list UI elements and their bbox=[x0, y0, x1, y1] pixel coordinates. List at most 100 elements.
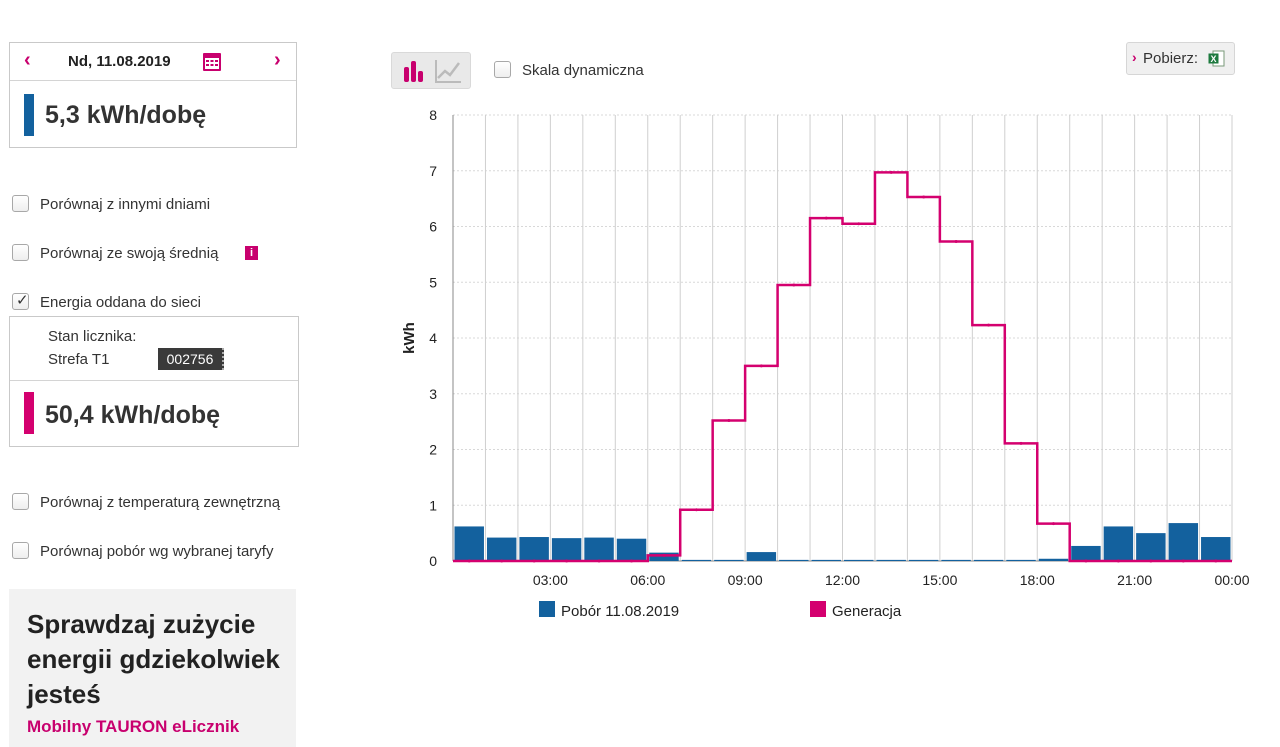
consumption-bar bbox=[1006, 559, 1036, 561]
energy-returned-checkbox[interactable]: ✓ bbox=[12, 292, 29, 310]
meter-zone: Strefa T1 bbox=[48, 351, 110, 368]
compare-days-checkbox[interactable] bbox=[12, 195, 29, 212]
svg-text:X: X bbox=[1210, 54, 1216, 64]
generation-point bbox=[954, 240, 958, 244]
consumption-bar bbox=[973, 559, 1004, 561]
generation-point bbox=[759, 364, 763, 368]
generation-point bbox=[824, 216, 828, 220]
generation-point bbox=[889, 170, 893, 174]
compare-average-label[interactable]: Porównaj ze swoją średnią bbox=[40, 245, 219, 262]
generation-series bbox=[453, 170, 1232, 563]
meter-title: Stan licznika: bbox=[48, 328, 137, 345]
meter-reading-section: Stan licznika: Strefa T1 002756 bbox=[10, 317, 298, 381]
consumption-bar bbox=[1071, 545, 1101, 561]
compare-temperature-label[interactable]: Porównaj z temperaturą zewnętrzną bbox=[40, 494, 281, 511]
y-axis-labels: 0 1 2 3 4 5 6 7 8 bbox=[429, 107, 437, 569]
promo-link[interactable]: Mobilny TAURON eLicznik bbox=[27, 717, 240, 736]
generation-point bbox=[727, 419, 731, 423]
x-tick-label: 00:00 bbox=[1214, 572, 1249, 588]
generation-point bbox=[1116, 559, 1120, 563]
generation-point bbox=[857, 222, 861, 226]
consumption-bar bbox=[1168, 523, 1199, 561]
info-icon[interactable]: i bbox=[245, 246, 258, 260]
generation-value: 50,4 kWh/dobę bbox=[45, 401, 221, 429]
date-label: Nd, 11.08.2019 bbox=[68, 53, 171, 70]
y-tick-label: 2 bbox=[429, 442, 437, 458]
excel-icon[interactable]: X bbox=[1208, 50, 1225, 67]
generation-point bbox=[662, 553, 666, 557]
line-chart-icon[interactable] bbox=[434, 58, 462, 84]
x-tick-label: 18:00 bbox=[1020, 572, 1055, 588]
generation-point bbox=[467, 559, 471, 563]
compare-days-label[interactable]: Porównaj z innymi dniami bbox=[40, 196, 211, 213]
generation-color-marker bbox=[24, 392, 34, 434]
y-tick-label: 7 bbox=[429, 163, 437, 179]
generation-summary: 50,4 kWh/dobę bbox=[10, 380, 298, 446]
y-tick-label: 0 bbox=[429, 553, 437, 569]
consumption-bar bbox=[714, 559, 744, 561]
consumption-color-marker bbox=[24, 94, 34, 136]
consumption-bar bbox=[454, 526, 484, 561]
consumption-bar bbox=[519, 537, 549, 561]
download-label: Pobierz: bbox=[1143, 50, 1199, 67]
promo-banner[interactable]: Sprawdzaj zużycie energii gdziekolwiek j… bbox=[9, 589, 296, 747]
consumption-value: 5,3 kWh/dobę bbox=[45, 101, 207, 129]
generation-point bbox=[922, 195, 926, 199]
bar-chart-icon[interactable] bbox=[401, 58, 427, 84]
meter-panel: Stan licznika: Strefa T1 002756 50,4 kWh… bbox=[9, 316, 299, 447]
generation-point bbox=[1214, 559, 1218, 563]
consumption-bar bbox=[486, 537, 517, 561]
generation-point bbox=[597, 559, 601, 563]
generation-point bbox=[565, 559, 569, 563]
x-tick-label: 21:00 bbox=[1117, 572, 1152, 588]
y-tick-label: 5 bbox=[429, 274, 437, 290]
consumption-bar bbox=[908, 559, 939, 561]
prev-day-button[interactable]: ‹ bbox=[24, 49, 31, 71]
compare-temperature-checkbox[interactable] bbox=[12, 493, 29, 510]
legend-generation-label[interactable]: Generacja bbox=[832, 603, 902, 620]
generation-point bbox=[630, 559, 634, 563]
legend-generation-swatch bbox=[810, 601, 826, 617]
x-tick-label: 03:00 bbox=[533, 572, 568, 588]
energy-chart: 0 1 2 3 4 5 6 7 8 03:00 06:00 09:00 12:00 15:00 18:00… bbox=[401, 107, 1250, 620]
download-button[interactable]: › Pobierz: X bbox=[1126, 42, 1235, 75]
y-axis-title: kWh bbox=[401, 322, 418, 354]
consumption-bar bbox=[551, 538, 582, 561]
compare-tariff-label[interactable]: Porównaj pobór wg wybranej taryfy bbox=[40, 543, 274, 560]
generation-point bbox=[1019, 441, 1023, 445]
chart-view-toggle bbox=[391, 52, 471, 89]
consumption-bar bbox=[1136, 533, 1166, 561]
consumption-bar bbox=[779, 559, 809, 561]
y-tick-label: 6 bbox=[429, 219, 437, 235]
calendar-icon[interactable] bbox=[203, 52, 221, 71]
compare-tariff-checkbox[interactable] bbox=[12, 542, 29, 559]
consumption-bar bbox=[681, 559, 712, 561]
consumption-bar bbox=[844, 559, 874, 561]
generation-point bbox=[792, 283, 796, 287]
consumption-bar bbox=[616, 538, 647, 561]
generation-point bbox=[500, 559, 504, 563]
chart-legend: Pobór 11.08.2019 Generacja bbox=[539, 601, 902, 620]
x-tick-label: 06:00 bbox=[630, 572, 665, 588]
legend-consumption-swatch bbox=[539, 601, 555, 617]
dynamic-scale-label[interactable]: Skala dynamiczna bbox=[522, 62, 644, 79]
x-tick-label: 15:00 bbox=[922, 572, 957, 588]
legend-consumption-label[interactable]: Pobór 11.08.2019 bbox=[561, 603, 679, 620]
generation-point bbox=[987, 323, 991, 327]
checkmark-icon: ✓ bbox=[16, 292, 29, 309]
meter-reading-value: 002756 bbox=[158, 348, 224, 370]
consumption-bar bbox=[584, 537, 614, 561]
date-panel: ‹ Nd, 11.08.2019 › 5,3 kWh/dobę bbox=[9, 42, 297, 148]
consumption-bar bbox=[746, 552, 777, 561]
consumption-summary: 5,3 kWh/dobę bbox=[10, 80, 296, 148]
consumption-bar bbox=[1103, 526, 1134, 561]
dynamic-scale-checkbox[interactable] bbox=[494, 61, 511, 78]
chevron-right-icon: › bbox=[1132, 49, 1137, 65]
generation-point bbox=[694, 508, 698, 512]
next-day-button[interactable]: › bbox=[274, 49, 281, 71]
compare-average-checkbox[interactable] bbox=[12, 244, 29, 261]
promo-title: Sprawdzaj zużycie energii gdziekolwiek j… bbox=[27, 609, 280, 709]
generation-point bbox=[1051, 522, 1055, 526]
energy-returned-label[interactable]: Energia oddana do sieci bbox=[40, 294, 201, 311]
consumption-bar bbox=[811, 559, 841, 561]
